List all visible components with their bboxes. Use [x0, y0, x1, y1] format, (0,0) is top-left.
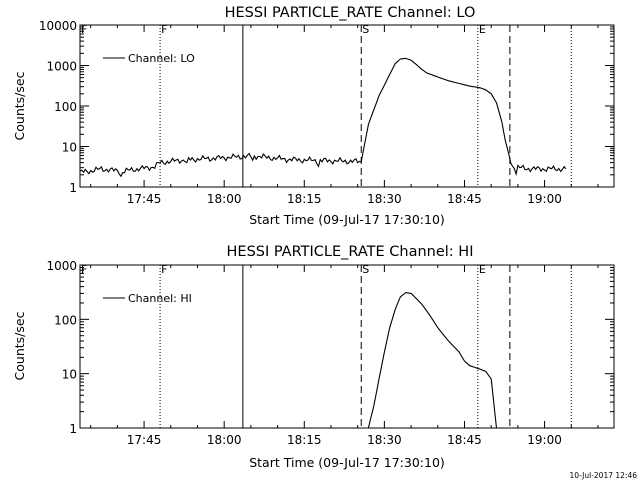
x-tick-label: 17:45 — [127, 433, 162, 447]
x-tick-label: 18:45 — [447, 192, 482, 206]
y-tick-label: 10 — [62, 368, 77, 382]
x-tick-label: 18:30 — [367, 192, 402, 206]
event-marker-label: F — [161, 263, 167, 276]
event-marker-label: S — [362, 263, 369, 276]
y-tick-label: 1000 — [46, 259, 77, 273]
timestamp-footer: 10-Jul-2017 12:46 — [569, 471, 637, 480]
event-marker-label: F — [81, 263, 87, 276]
y-tick-label: 1000 — [46, 60, 77, 74]
lo-channel-panel: HESSI PARTICLE_RATE Channel: LO F F S E 17:… — [12, 5, 615, 227]
y-tick-label: 1 — [69, 181, 77, 195]
x-tick-label: 18:30 — [367, 433, 402, 447]
y-tick-label: 100 — [54, 100, 77, 114]
lo-channel-line — [79, 57, 567, 178]
y-axis-label: Counts/sec — [12, 71, 27, 140]
chart-title: HESSI PARTICLE_RATE Channel: LO — [225, 5, 476, 21]
chart-title: HESSI PARTICLE_RATE Channel: HI — [227, 244, 474, 260]
y-axis-label: Counts/sec — [12, 311, 27, 380]
hi-channel-line — [367, 292, 498, 429]
x-tick-label: 19:00 — [527, 433, 562, 447]
x-tick-label: 18:00 — [207, 192, 242, 206]
x-axis-label: Start Time (09-Jul-17 17:30:10) — [249, 455, 445, 470]
x-tick-label: 19:00 — [527, 192, 562, 206]
legend-label: Channel: LO — [128, 52, 195, 65]
y-tick-label: 10000 — [39, 19, 77, 33]
event-marker-label: F — [161, 23, 167, 36]
x-tick-label: 18:15 — [287, 433, 322, 447]
legend-label: Channel: HI — [128, 292, 192, 305]
x-axis-label: Start Time (09-Jul-17 17:30:10) — [249, 212, 445, 227]
x-tick-label: 18:15 — [287, 192, 322, 206]
legend: Channel: LO — [103, 52, 195, 65]
legend: Channel: HI — [103, 292, 192, 305]
event-marker-label: S — [362, 23, 369, 36]
event-marker-label: F — [81, 23, 87, 36]
y-tick-label: 1 — [69, 422, 77, 436]
x-tick-label: 17:45 — [127, 192, 162, 206]
hi-channel-panel: HESSI PARTICLE_RATE Channel: HI F F S E 17:… — [12, 244, 615, 470]
event-marker-label: E — [479, 23, 486, 36]
y-tick-label: 100 — [54, 313, 77, 327]
y-tick-label: 10 — [62, 141, 77, 155]
x-tick-label: 18:45 — [447, 433, 482, 447]
event-marker-label: E — [479, 263, 486, 276]
x-tick-label: 18:00 — [207, 433, 242, 447]
